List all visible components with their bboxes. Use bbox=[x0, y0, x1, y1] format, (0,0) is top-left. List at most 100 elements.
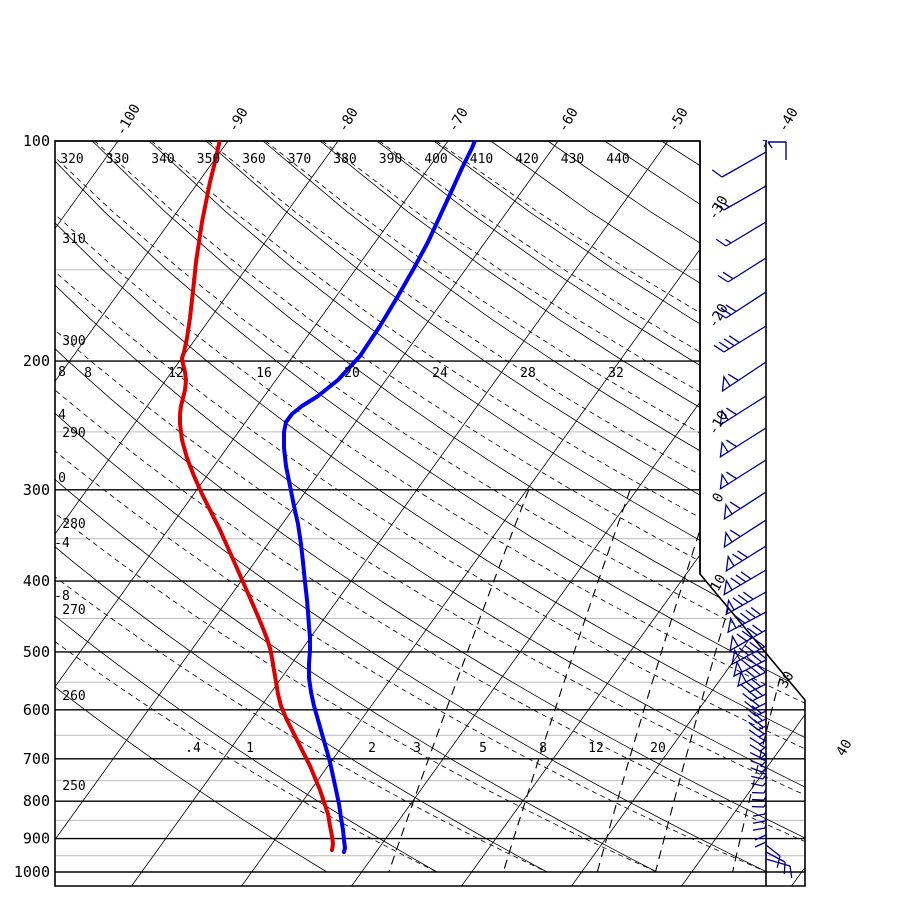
svg-text:350: 350 bbox=[197, 152, 220, 167]
svg-text:800: 800 bbox=[23, 792, 50, 810]
wind-barb bbox=[749, 736, 767, 745]
wind-barb bbox=[717, 257, 767, 283]
pressure-major-gridlines bbox=[55, 140, 805, 873]
dewpoint-curve bbox=[178, 141, 335, 852]
svg-text:250: 250 bbox=[62, 779, 85, 794]
svg-text:500: 500 bbox=[23, 643, 50, 661]
svg-text:8: 8 bbox=[539, 741, 547, 756]
wind-barb bbox=[746, 705, 767, 717]
wind-barb bbox=[752, 816, 767, 824]
wind-barb bbox=[751, 772, 767, 780]
svg-text:28: 28 bbox=[520, 366, 536, 381]
svg-text:380: 380 bbox=[333, 152, 356, 167]
wind-barb bbox=[749, 750, 767, 759]
wind-barb bbox=[731, 638, 767, 666]
svg-text:440: 440 bbox=[606, 152, 629, 167]
svg-text:400: 400 bbox=[23, 572, 50, 590]
wind-barb bbox=[715, 221, 767, 247]
wind-barb bbox=[723, 519, 767, 549]
wind-barb bbox=[713, 325, 767, 353]
wind-barb bbox=[727, 606, 767, 634]
svg-text:5: 5 bbox=[479, 741, 487, 756]
wind-barb bbox=[723, 491, 767, 521]
svg-text:410: 410 bbox=[470, 152, 493, 167]
svg-text:300: 300 bbox=[23, 481, 50, 499]
full-barb-sample bbox=[767, 141, 787, 160]
wind-barb bbox=[751, 795, 767, 801]
svg-text:8: 8 bbox=[84, 366, 92, 381]
svg-text:600: 600 bbox=[23, 701, 50, 719]
svg-text:370: 370 bbox=[288, 152, 311, 167]
wind-barb bbox=[711, 151, 767, 178]
svg-text:.4: .4 bbox=[185, 741, 201, 756]
wind-barb bbox=[737, 664, 767, 688]
wind-barb bbox=[751, 781, 767, 787]
svg-text:20: 20 bbox=[650, 741, 666, 756]
svg-text:360: 360 bbox=[242, 152, 265, 167]
wind-barb-column bbox=[711, 151, 793, 879]
theta-top-labels: 320 330 340 350 360 370 380 390 400 410 420 430 440 bbox=[60, 152, 629, 167]
svg-text:10: 10 bbox=[707, 572, 729, 595]
wind-barb bbox=[751, 802, 767, 808]
moist-adiabat-lines bbox=[55, 141, 805, 873]
svg-text:330: 330 bbox=[106, 152, 129, 167]
svg-text:390: 390 bbox=[379, 152, 402, 167]
wind-barb bbox=[729, 624, 767, 652]
svg-text:32: 32 bbox=[608, 366, 624, 381]
wind-barb bbox=[744, 698, 767, 710]
height-200hpa-labels: 8 12 16 20 24 28 32 bbox=[84, 366, 624, 381]
svg-text:24: 24 bbox=[432, 366, 448, 381]
svg-text:1: 1 bbox=[246, 741, 254, 756]
svg-text:320: 320 bbox=[60, 152, 83, 167]
svg-text:290: 290 bbox=[62, 426, 85, 441]
sample-barb-value: 7 bbox=[762, 139, 768, 150]
wind-barb bbox=[750, 765, 767, 773]
height-left-labels: 8 4 0 -4 -8 bbox=[54, 365, 70, 604]
svg-text:280: 280 bbox=[62, 517, 85, 532]
wind-barb bbox=[723, 569, 767, 596]
wind-barb bbox=[752, 823, 767, 831]
svg-text:700: 700 bbox=[23, 750, 50, 768]
svg-text:12: 12 bbox=[168, 366, 184, 381]
wind-barb bbox=[751, 788, 767, 794]
wind-barb bbox=[719, 395, 767, 427]
wind-barb bbox=[754, 831, 767, 841]
svg-text:0: 0 bbox=[58, 471, 66, 486]
svg-text:3: 3 bbox=[413, 741, 421, 756]
svg-text:310: 310 bbox=[62, 232, 85, 247]
wind-barb bbox=[754, 838, 767, 848]
wind-barb bbox=[713, 185, 767, 211]
svg-text:270: 270 bbox=[62, 603, 85, 618]
svg-text:40: 40 bbox=[833, 737, 855, 760]
temperature-curve bbox=[282, 141, 478, 854]
svg-text:260: 260 bbox=[62, 689, 85, 704]
mixing-ratio-labels: .4 1 2 3 5 8 12 20 bbox=[185, 741, 666, 756]
wind-barb bbox=[750, 758, 767, 766]
wind-barb bbox=[765, 858, 793, 879]
svg-text:100: 100 bbox=[23, 132, 50, 150]
wind-barb bbox=[725, 591, 767, 616]
svg-text:900: 900 bbox=[23, 830, 50, 848]
svg-text:200: 200 bbox=[23, 352, 50, 370]
wind-barb bbox=[765, 844, 781, 868]
wind-barb bbox=[749, 743, 767, 752]
svg-text:30: 30 bbox=[775, 669, 797, 692]
svg-text:2: 2 bbox=[368, 741, 376, 756]
pressure-axis-labels: 100 200 300 400 500 600 700 800 900 1000 bbox=[14, 132, 50, 881]
svg-text:16: 16 bbox=[256, 366, 272, 381]
svg-text:300: 300 bbox=[62, 334, 85, 349]
svg-text:12: 12 bbox=[588, 741, 604, 756]
theta-left-labels: 310 300 290 280 270 260 250 bbox=[62, 232, 85, 794]
svg-text:420: 420 bbox=[515, 152, 538, 167]
svg-text:4: 4 bbox=[58, 408, 66, 423]
svg-text:340: 340 bbox=[151, 152, 174, 167]
svg-text:8: 8 bbox=[58, 365, 66, 380]
wind-barb bbox=[725, 545, 767, 573]
wind-barb bbox=[719, 459, 767, 491]
wind-barb bbox=[721, 361, 767, 393]
wind-barb bbox=[752, 809, 767, 817]
svg-text:20: 20 bbox=[344, 366, 360, 381]
svg-text:400: 400 bbox=[424, 152, 447, 167]
svg-text:-4: -4 bbox=[54, 536, 70, 551]
